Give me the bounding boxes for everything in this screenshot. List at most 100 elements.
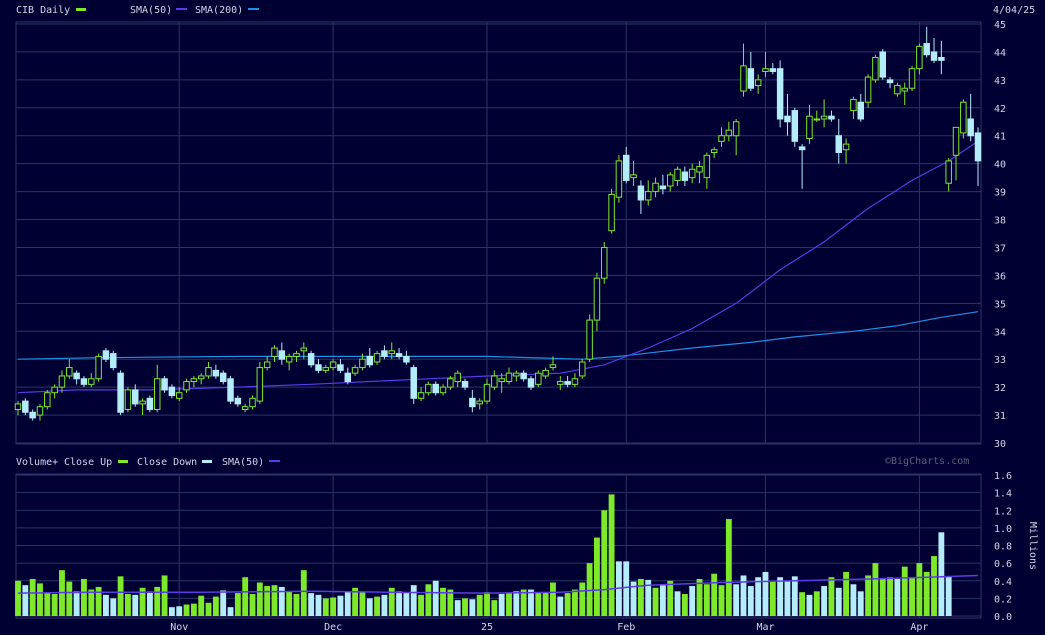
candle-body-up xyxy=(417,392,425,399)
candle-body-up xyxy=(322,367,330,371)
x-axis-month-label: Dec xyxy=(324,622,342,633)
volume-y-tick-label: 0.4 xyxy=(994,577,1012,588)
volume-bar-up xyxy=(183,604,190,616)
volume-bar-down xyxy=(689,586,696,616)
candle-body-up xyxy=(329,361,337,369)
candle-body-up xyxy=(454,372,461,383)
volume-bar-up xyxy=(520,589,527,616)
volume-bar-down xyxy=(344,591,351,616)
volume-bar-down xyxy=(103,594,109,616)
volume-bar-up xyxy=(703,584,710,616)
volume-bar-up xyxy=(330,597,337,616)
candle-body-up xyxy=(916,45,923,70)
volume-bar-up xyxy=(242,577,249,616)
sma200-legend-swatch xyxy=(248,8,259,10)
candle-body-up xyxy=(505,372,513,383)
price-y-tick-label: 33 xyxy=(994,355,1006,366)
candle-body-up xyxy=(388,350,395,355)
candle-body-up xyxy=(183,381,190,391)
volume-y-tick-label: 0.2 xyxy=(994,594,1012,605)
candle-body-up xyxy=(813,118,821,121)
volume-bar-up xyxy=(139,587,146,616)
volume-bar-down xyxy=(528,589,534,616)
candle-body-up xyxy=(439,386,447,394)
price-y-tick-label: 36 xyxy=(994,271,1006,282)
volume-bar-down xyxy=(176,606,183,616)
volume-bar-up xyxy=(594,537,600,616)
volume-bar-up xyxy=(887,577,893,616)
price-y-tick-label: 37 xyxy=(994,243,1006,254)
volume-bar-up xyxy=(586,563,593,616)
price-y-tick-label: 38 xyxy=(994,216,1006,227)
volume-bar-up xyxy=(579,582,586,616)
candle-body-up xyxy=(615,160,623,198)
price-y-tick-label: 44 xyxy=(994,48,1006,59)
price-legend-swatch xyxy=(76,8,86,11)
volume-bar-down xyxy=(740,575,747,616)
volume-bar-up xyxy=(418,594,424,616)
candle-body-down xyxy=(622,154,630,181)
candle-body-up xyxy=(549,364,557,369)
candle-body-up xyxy=(197,375,205,380)
volume-bar-up xyxy=(799,592,806,616)
candle-body-down xyxy=(381,350,388,357)
volume-bar-down xyxy=(73,591,80,616)
candle-body-up xyxy=(710,149,718,153)
volume-bar-up xyxy=(923,571,930,616)
candle-body-up xyxy=(300,347,308,352)
candle-body-up xyxy=(740,65,747,92)
volume-bar-up xyxy=(637,578,644,616)
candle-body-up xyxy=(718,135,725,142)
candle-body-down xyxy=(974,132,982,162)
volume-bar-up xyxy=(425,584,432,616)
volume-axis-label: Millions xyxy=(1027,522,1038,570)
candle-body-up xyxy=(498,378,505,383)
volume-bar-up xyxy=(352,587,359,616)
candle-body-up xyxy=(901,87,908,92)
candle-body-down xyxy=(212,369,220,377)
volume-bar-down xyxy=(755,577,762,616)
candle-body-down xyxy=(168,386,176,397)
volume-bar-up xyxy=(205,602,212,616)
x-axis-month-label: Apr xyxy=(910,622,928,633)
volume-bar-up xyxy=(601,510,608,616)
volume-bar-down xyxy=(278,586,285,616)
volume-bar-up xyxy=(542,592,549,616)
volume-bar-up xyxy=(865,575,872,616)
candle-body-up xyxy=(945,160,952,184)
candle-body-down xyxy=(219,372,227,383)
candle-body-up xyxy=(36,406,44,416)
volume-bar-down xyxy=(747,586,754,616)
candle-body-up xyxy=(652,182,659,193)
close-down-legend-label: Close Down xyxy=(137,457,197,468)
chart-date: 4/04/25 xyxy=(993,5,1035,16)
candle-body-up xyxy=(601,246,608,279)
volume-bar-up xyxy=(564,593,571,616)
candle-body-down xyxy=(637,185,645,201)
volume-bar-up xyxy=(711,573,718,616)
candle-body-down xyxy=(923,43,930,56)
volume-bar-down xyxy=(806,594,813,616)
candlestick-series xyxy=(14,26,982,421)
candle-body-down xyxy=(886,79,894,84)
volume-bar-down xyxy=(821,586,828,616)
candle-body-up xyxy=(644,191,652,201)
volume-bar-up xyxy=(359,592,366,616)
volume-bar-down xyxy=(835,587,842,616)
candle-body-down xyxy=(520,372,527,380)
volume-bar-up xyxy=(462,598,468,616)
volume-bar-down xyxy=(308,593,315,616)
candle-body-down xyxy=(110,353,117,369)
candle-body-down xyxy=(337,364,344,371)
x-axis-month-label: Feb xyxy=(617,622,635,633)
candle-body-up xyxy=(579,361,586,377)
price-y-tick-label: 43 xyxy=(994,76,1006,87)
price-gridlines xyxy=(16,22,981,444)
volume-bar-up xyxy=(95,586,102,616)
volume-bar-down xyxy=(674,591,681,616)
volume-bar-up xyxy=(916,563,923,616)
volume-bar-up xyxy=(901,566,908,616)
volume-bar-up xyxy=(154,586,161,616)
candle-body-down xyxy=(879,51,886,78)
